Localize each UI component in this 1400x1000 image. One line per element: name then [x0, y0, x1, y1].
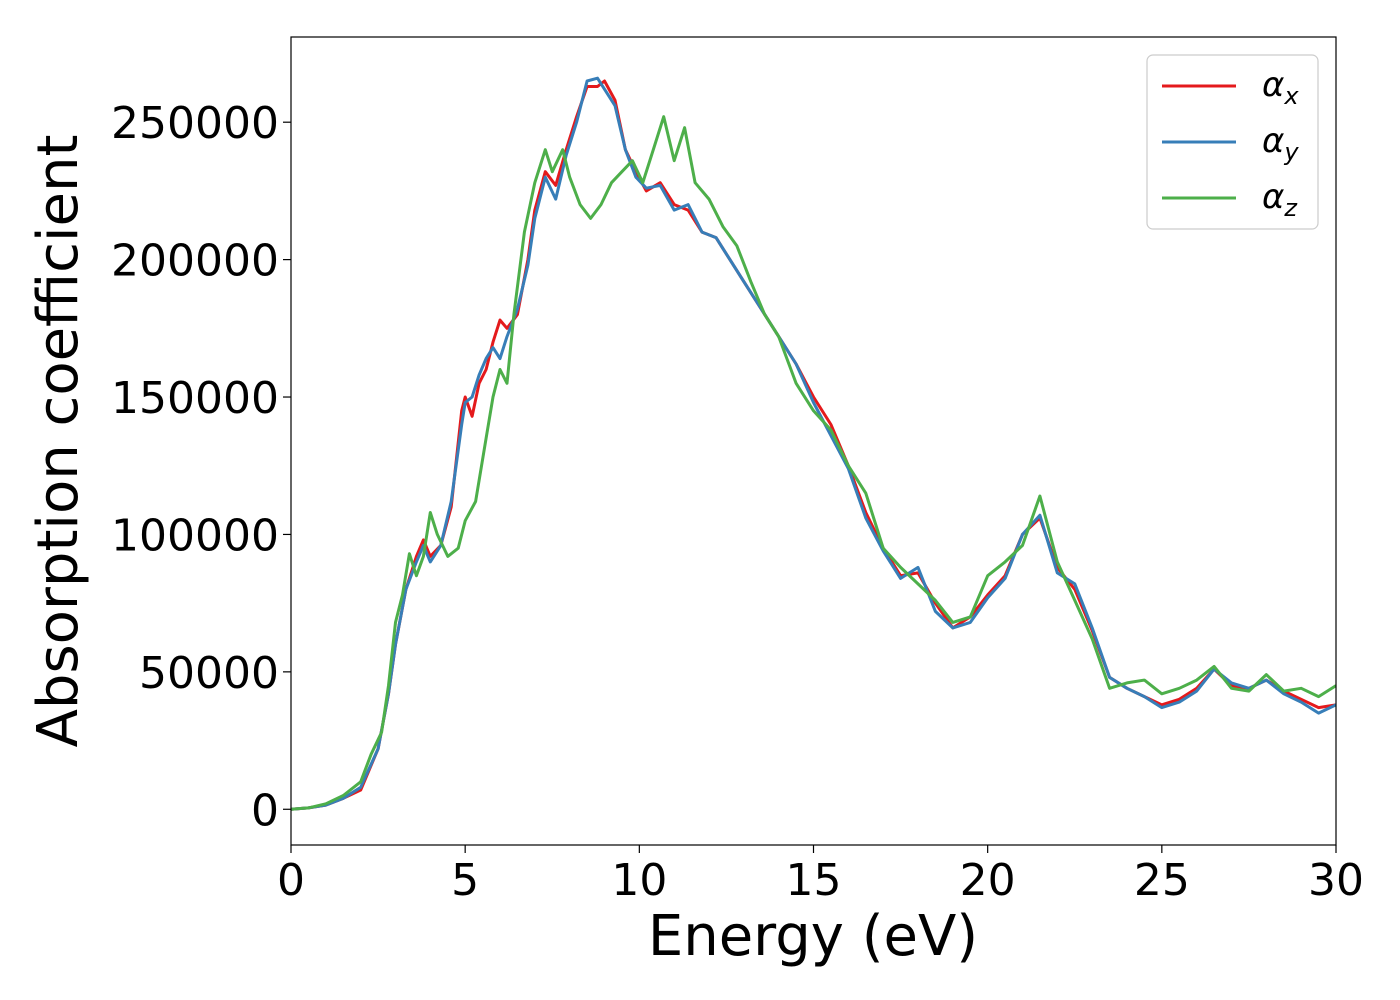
series-line-z [291, 115, 1336, 811]
y-tick-label: 50000 [139, 648, 279, 699]
series-layer [291, 76, 1336, 811]
x-tick-label: 5 [451, 855, 479, 906]
x-axis-ticks: 0 5 10 15 20 25 30 [277, 845, 1364, 906]
x-tick-label: 30 [1308, 855, 1364, 906]
y-tick-label: 0 [251, 785, 279, 836]
x-tick-label: 0 [277, 855, 305, 906]
y-tick-label: 100000 [111, 510, 279, 561]
x-tick-label: 15 [786, 855, 842, 906]
y-tick-label: 150000 [111, 373, 279, 424]
y-tick-label: 200000 [111, 236, 279, 287]
y-axis-label: Absorption coefficient [26, 135, 91, 748]
x-tick-label: 10 [611, 855, 667, 906]
x-axis-label: Energy (eV) [648, 904, 978, 969]
series-line-y [291, 76, 1336, 811]
x-tick-label: 20 [960, 855, 1016, 906]
y-tick-label: 250000 [111, 98, 279, 149]
y-axis-ticks: 0 50000 100000 150000 200000 250000 [111, 98, 291, 836]
x-tick-label: 25 [1134, 855, 1190, 906]
